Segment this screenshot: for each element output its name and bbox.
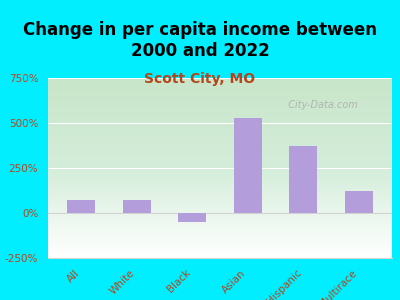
Bar — [345, 190, 372, 213]
Bar — [68, 200, 95, 213]
Text: Change in per capita income between
2000 and 2022: Change in per capita income between 2000… — [23, 21, 377, 60]
Text: City-Data.com: City-Data.com — [282, 100, 358, 110]
Bar — [123, 200, 151, 213]
Bar — [178, 213, 206, 222]
Text: Scott City, MO: Scott City, MO — [144, 72, 256, 86]
Bar — [234, 118, 262, 213]
Bar — [289, 146, 317, 213]
